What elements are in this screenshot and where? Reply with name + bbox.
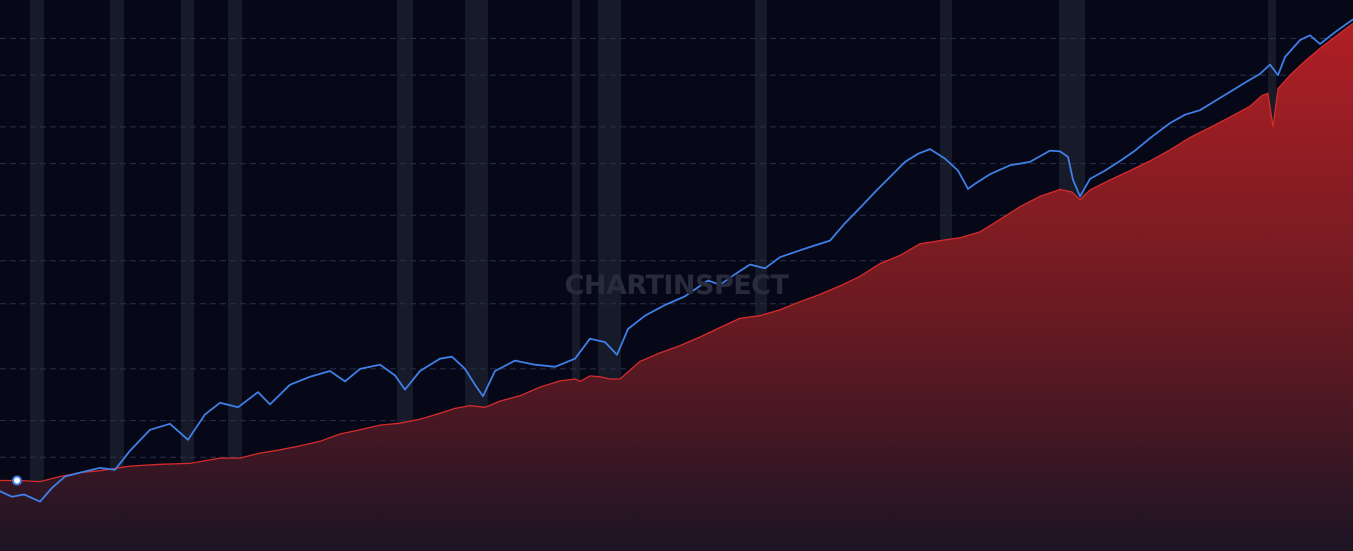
recession-band [572,0,580,551]
price-line [0,18,1353,503]
recession-band [228,0,242,551]
recession-band [397,0,413,551]
marker-layer [12,475,22,486]
area-series [0,22,1353,551]
area-fill [0,23,1353,551]
recession-band [181,0,194,551]
recession-band [110,0,124,551]
line-series [0,18,1353,503]
recession-band [30,0,44,551]
area-edge-line [0,22,1353,483]
start-marker [12,475,22,486]
